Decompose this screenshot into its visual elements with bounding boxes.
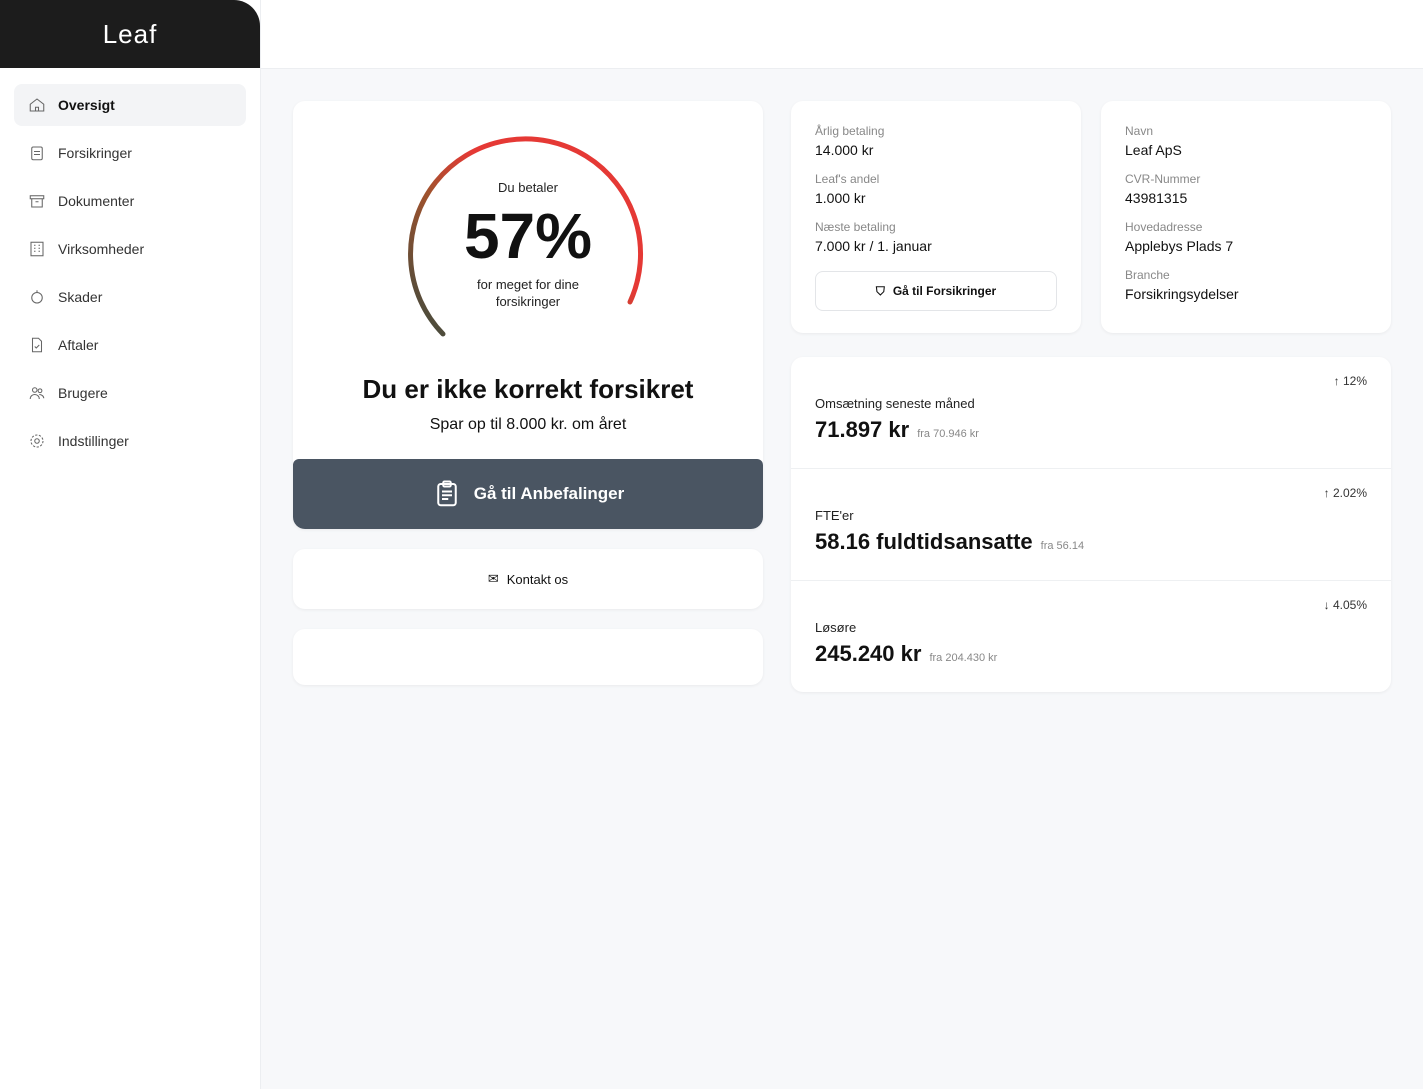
contact-label: Kontakt os [506, 571, 569, 587]
field-value: 1.000 kr [815, 190, 866, 206]
field-label: CVR-Nummer [1125, 172, 1201, 186]
users-icon [29, 387, 45, 400]
payment-card: Årlig betaling 14.000 kr Leaf's andel 1.000… [791, 101, 1081, 333]
insurances-label: Gå til Forsikringer [892, 284, 997, 298]
empty-card [293, 629, 763, 685]
field-label: Navn [1125, 124, 1154, 138]
stat-change: ↓ 4.05% [1323, 598, 1367, 612]
gauge-arc [408, 136, 643, 337]
gauge-pre: Du betaler [498, 180, 558, 195]
field-label: Branche [1125, 268, 1170, 282]
stat-from: fra 56.14 [1040, 540, 1085, 552]
field-value: 7.000 kr / 1. januar [815, 238, 932, 254]
shield-icon: ⛉ [875, 283, 885, 298]
sidebar-item-dokumenter[interactable]: Dokumenter [14, 180, 246, 222]
arrow-up-icon: ↑ [1323, 486, 1330, 500]
clipboard-icon [436, 480, 457, 507]
stat-label: Løsøre [815, 620, 857, 635]
sidebar-item-skader[interactable]: Skader [14, 276, 246, 318]
field-label: Hovedadresse [1125, 220, 1203, 234]
sidebar-item-label: Indstillinger [58, 433, 129, 449]
sidebar-item-forsikringer[interactable]: Forsikringer [14, 132, 246, 174]
company-card: Navn Leaf ApS CVR-Nummer 43981315 Hovedadres… [1101, 101, 1391, 333]
stat-row: ↑ 12% Omsætning seneste måned 71.897 kr fra… [791, 357, 1391, 469]
gauge: Du betaler 57% for meget for dine forsik… [398, 129, 658, 359]
gauge-post: for meget for dine forsikringer [477, 277, 579, 309]
clipboard-icon [31, 146, 43, 161]
sidebar-item-label: Dokumenter [58, 193, 135, 209]
topbar [261, 0, 1423, 69]
savings-card: Du betaler 57% for meget for dine forsik… [293, 101, 763, 529]
field-value: Leaf ApS [1125, 142, 1182, 158]
field-value: 43981315 [1125, 190, 1188, 206]
field-label: Årlig betaling [815, 124, 885, 138]
sidebar-item-aftaler[interactable]: Aftaler [14, 324, 246, 366]
stat-value: 71.897 kr [815, 417, 910, 442]
stat-value: 58.16 fuldtidsansatte [815, 529, 1033, 554]
stat-label: Omsætning seneste måned [815, 396, 975, 411]
stat-row: ↑ 2.02% FTE'er 58.16 fuldtidsansatte fra 56… [791, 469, 1391, 581]
arrow-down-icon: ↓ [1323, 598, 1330, 612]
arrow-up-icon: ↑ [1333, 374, 1340, 388]
field-label: Næste betaling [815, 220, 896, 234]
stat-from: fra 70.946 kr [917, 428, 979, 440]
field-value: Forsikringsydelser [1125, 286, 1239, 302]
damage-icon [31, 290, 43, 304]
building-icon [30, 241, 44, 257]
sidebar-item-brugere[interactable]: Brugere [14, 372, 246, 414]
sidebar-item-label: Virksomheder [58, 241, 145, 257]
sidebar-nav: Oversigt Forsikringer Dokumenter Virksomhed… [0, 68, 260, 484]
main: Du betaler 57% for meget for dine forsik… [261, 0, 1423, 1089]
gauge-value: 57% [463, 200, 593, 272]
recommendations-label: Gå til Anbefalinger [473, 484, 625, 503]
stat-from: fra 204.430 kr [929, 652, 998, 664]
sidebar-item-label: Aftaler [58, 337, 99, 353]
stat-change: ↑ 2.02% [1323, 486, 1367, 500]
sidebar-item-label: Forsikringer [58, 145, 132, 161]
archive-box-icon [29, 195, 45, 208]
sidebar-item-label: Skader [58, 289, 103, 305]
logo[interactable]: Leaf [0, 0, 260, 68]
stats-card: ↑ 12% Omsætning seneste måned 71.897 kr fra… [791, 357, 1391, 692]
sidebar-item-label: Oversigt [58, 97, 115, 113]
field-value: 14.000 kr [815, 142, 874, 158]
contact-button[interactable]: ✉ Kontakt os [293, 549, 763, 609]
stat-value: 245.240 kr [815, 641, 922, 666]
recommendations-button[interactable]: Gå til Anbefalinger [293, 459, 763, 529]
sidebar-item-virksomheder[interactable]: Virksomheder [14, 228, 246, 270]
field-label: Leaf's andel [815, 172, 880, 186]
stat-change: ↑ 12% [1333, 374, 1367, 388]
stat-label: FTE'er [815, 508, 854, 523]
sidebar-item-oversigt[interactable]: Oversigt [14, 84, 246, 126]
stat-row: ↓ 4.05% Løsøre 245.240 kr fra 204.430 kr [791, 581, 1391, 692]
field-value: Applebys Plads 7 [1125, 238, 1234, 254]
envelope-icon: ✉ [487, 571, 499, 586]
headline: Du er ikke korrekt forsikret [362, 374, 694, 404]
subheadline: Spar op til 8.000 kr. om året [429, 416, 627, 433]
home-icon [29, 98, 45, 112]
sidebar: Leaf Oversigt Forsikringer Dokumenter Virks… [0, 0, 261, 1089]
insurances-button[interactable]: ⛉ Gå til Forsikringer [815, 271, 1057, 311]
gear-icon [30, 434, 44, 448]
sidebar-item-indstillinger[interactable]: Indstillinger [14, 420, 246, 462]
sidebar-item-label: Brugere [58, 385, 108, 401]
document-check-icon [31, 337, 43, 353]
